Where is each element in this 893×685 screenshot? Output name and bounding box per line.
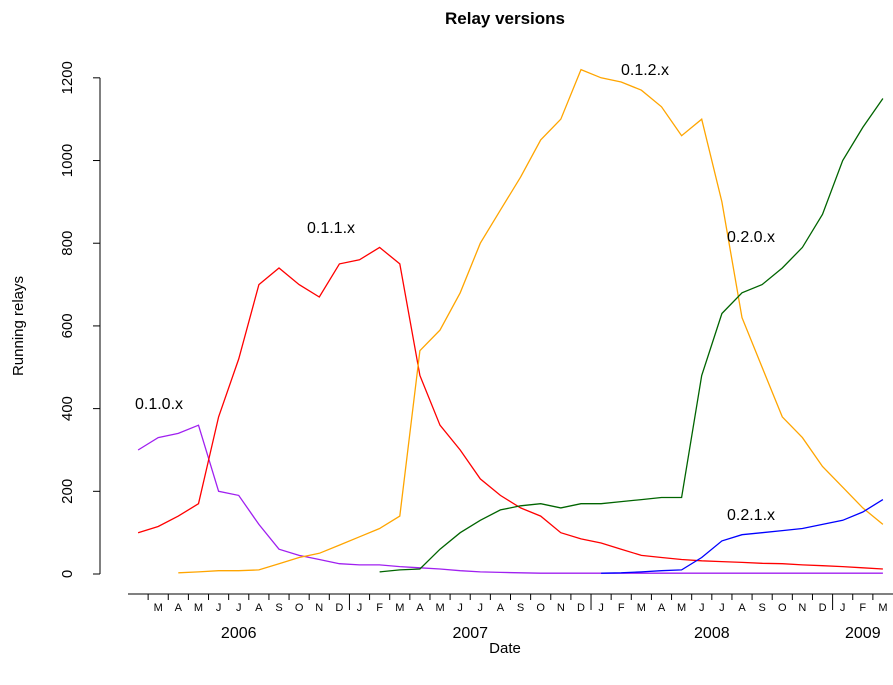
x-tick-label: J: [699, 602, 705, 614]
x-tick-label: N: [557, 602, 565, 614]
x-tick-label: D: [577, 602, 585, 614]
x-tick-label: F: [376, 602, 383, 614]
x-tick-label: M: [677, 602, 686, 614]
x-tick-label: N: [798, 602, 806, 614]
x-tick-label: M: [878, 602, 887, 614]
series-line: [137, 246, 883, 570]
x-tick-label: A: [255, 602, 263, 614]
series-label: 0.2.1.x: [727, 507, 775, 524]
x-tick-label: M: [154, 602, 163, 614]
x-tick-label: J: [719, 602, 725, 614]
x-tick-label: J: [598, 602, 604, 614]
x-tick-label: D: [819, 602, 827, 614]
year-label: 2007: [452, 625, 488, 642]
y-tick-label: 800: [59, 231, 76, 256]
x-tick-label: M: [194, 602, 203, 614]
x-tick-label: S: [275, 602, 282, 614]
y-tick-label: 1200: [59, 61, 76, 94]
x-tick-label: J: [216, 602, 222, 614]
x-tick-label: J: [840, 602, 846, 614]
x-tick-label: O: [778, 602, 787, 614]
series-line: [137, 424, 883, 574]
y-tick-label: 1000: [59, 144, 76, 177]
x-tick-label: O: [295, 602, 304, 614]
x-tick-label: D: [335, 602, 343, 614]
x-tick-label: F: [618, 602, 625, 614]
x-tick-label: J: [357, 602, 363, 614]
x-tick-label: S: [517, 602, 524, 614]
x-tick-label: O: [536, 602, 545, 614]
series-label: 0.2.0.x: [727, 229, 775, 246]
y-tick-label: 0: [59, 570, 76, 578]
series-label: 0.1.0.x: [135, 396, 183, 413]
y-tick-label: 400: [59, 396, 76, 421]
x-tick-label: A: [175, 602, 183, 614]
series-line: [601, 499, 884, 574]
x-tick-label: F: [859, 602, 866, 614]
y-axis-label: Running relays: [10, 276, 27, 376]
x-tick-label: A: [738, 602, 746, 614]
x-tick-label: A: [416, 602, 424, 614]
x-tick-label: M: [435, 602, 444, 614]
x-axis-label: Date: [489, 640, 521, 657]
year-label: 2006: [221, 625, 257, 642]
series-label: 0.1.2.x: [621, 62, 669, 79]
year-label: 2008: [694, 625, 730, 642]
year-label: 2009: [845, 625, 881, 642]
chart-title: Relay versions: [445, 9, 565, 28]
x-tick-label: J: [478, 602, 484, 614]
series-label: 0.1.1.x: [307, 220, 355, 237]
x-tick-label: N: [315, 602, 323, 614]
x-tick-label: J: [236, 602, 242, 614]
x-tick-label: A: [658, 602, 666, 614]
x-tick-label: J: [457, 602, 463, 614]
y-tick-label: 200: [59, 479, 76, 504]
y-tick-label: 600: [59, 313, 76, 338]
x-tick-label: M: [395, 602, 404, 614]
x-tick-label: M: [637, 602, 646, 614]
series-line: [178, 68, 884, 574]
series-line: [379, 98, 884, 573]
x-tick-label: S: [758, 602, 765, 614]
x-tick-label: A: [497, 602, 505, 614]
